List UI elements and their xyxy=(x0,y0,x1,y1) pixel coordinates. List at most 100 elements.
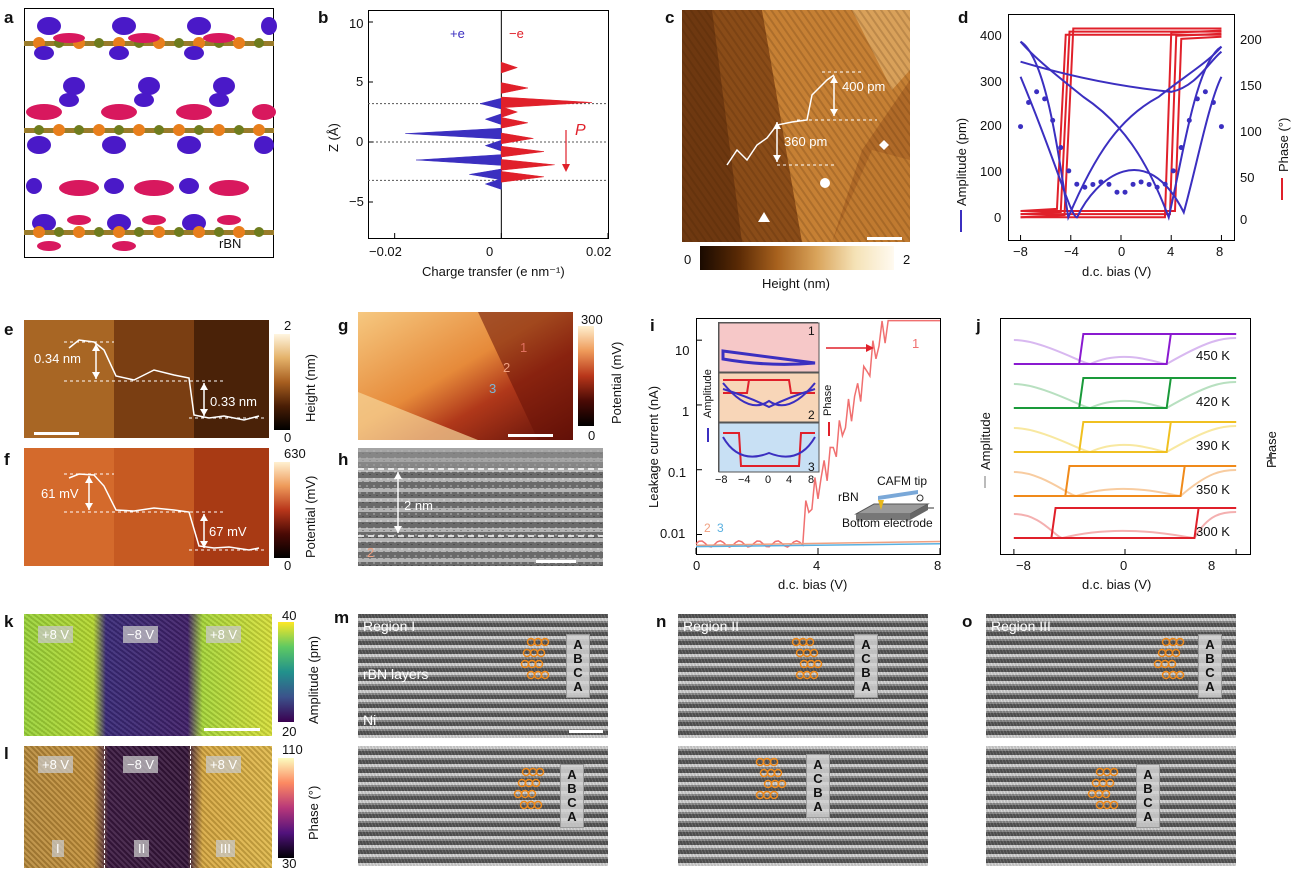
bn-layer-middle xyxy=(24,124,274,136)
m-bottom-atoms xyxy=(524,778,534,788)
f-cbar-min: 0 xyxy=(284,558,292,573)
e-cbar-max: 2 xyxy=(284,318,292,333)
h-num-2: 2 xyxy=(367,545,375,560)
d-yr-100: 100 xyxy=(1240,124,1262,139)
inset-num-1: 1 xyxy=(808,324,815,338)
height-colorbar xyxy=(700,246,894,270)
n-top-atoms xyxy=(809,670,819,680)
o-top-atoms xyxy=(1175,637,1185,647)
o-top-atoms xyxy=(1161,637,1171,647)
d-amplitude-point xyxy=(1090,181,1096,187)
o-top-atoms xyxy=(1161,670,1171,680)
m-top-atoms xyxy=(526,670,536,680)
j-temp-390: 390 K xyxy=(1196,438,1230,453)
n-bottom-atoms xyxy=(763,779,773,789)
panel-label-f: f xyxy=(4,450,10,469)
j-phase-curve-down xyxy=(1013,465,1237,497)
d-phase-curve xyxy=(1020,33,1222,212)
o-top-atoms xyxy=(1168,637,1178,647)
d-amplitude-point xyxy=(1122,189,1128,195)
i-xt-4: 4 xyxy=(813,558,821,573)
j-xt-1: −8 xyxy=(1016,558,1031,573)
n-bottom-atoms xyxy=(766,768,776,778)
b-minus-peak xyxy=(501,117,529,129)
rbn-caption: rBN xyxy=(219,236,242,251)
j-amplitude-curve xyxy=(1013,337,1237,366)
b-xtick-2: 0 xyxy=(486,244,494,259)
d-amplitude-point xyxy=(1106,181,1112,187)
n-bottom-atoms xyxy=(777,779,787,789)
d-amplitude-point xyxy=(1098,179,1104,185)
g-cbar-min: 0 xyxy=(588,428,596,443)
m-bottom-atoms xyxy=(521,767,531,777)
b-ytick-5: 5 xyxy=(356,74,364,89)
l-region-2: II xyxy=(134,840,150,857)
n-bottom-atoms xyxy=(769,790,779,800)
d-yr-200: 200 xyxy=(1240,32,1262,47)
o-bottom-atoms xyxy=(1098,778,1108,788)
m-top-atoms xyxy=(540,670,550,680)
n-top-atoms xyxy=(809,648,819,658)
o-bottom-atoms xyxy=(1094,789,1104,799)
o-bottom-atoms xyxy=(1109,800,1119,810)
c-step-360: 360 pm xyxy=(784,134,828,149)
bn-layer-top xyxy=(24,37,274,49)
h-distance: 2 nm xyxy=(404,498,433,513)
inset-xt-5: 8 xyxy=(808,474,815,486)
j-amplitude-curve xyxy=(1013,381,1237,410)
j-temp-420: 420 K xyxy=(1196,394,1230,409)
d-amplitude-point xyxy=(1194,96,1200,102)
m-top-atoms xyxy=(527,659,537,669)
m-top-atoms xyxy=(540,637,550,647)
e-cbar-min: 0 xyxy=(284,430,292,445)
m-bottom-atoms xyxy=(531,778,541,788)
o-top-atoms xyxy=(1167,659,1177,669)
b-ytick-m5: −5 xyxy=(349,194,364,209)
b-plus-peak xyxy=(484,178,502,190)
f-colorbar xyxy=(274,462,290,558)
scale-bar xyxy=(867,237,902,240)
m-layers-label: rBN layers xyxy=(363,666,429,682)
polarization-label: P xyxy=(575,122,586,139)
m-top-atoms xyxy=(522,648,532,658)
circle-marker xyxy=(820,178,830,188)
kpfm-potential-map-f xyxy=(24,448,269,566)
m-top-atoms xyxy=(526,637,536,647)
n-top-atoms xyxy=(806,659,816,669)
b-xlabel: Charge transfer (e nm⁻¹) xyxy=(422,264,565,279)
d-amplitude-point xyxy=(1178,145,1184,151)
charge-transfer-chart xyxy=(368,10,609,239)
d-yl-200: 200 xyxy=(980,118,1002,133)
d-amplitude-curve xyxy=(1019,76,1223,219)
i-curve-label-3: 3 xyxy=(717,521,724,535)
d-yl-100: 100 xyxy=(980,164,1002,179)
g-num-3: 3 xyxy=(489,381,497,396)
n-bottom-atoms xyxy=(769,757,779,767)
j-amplitude-curve xyxy=(1013,425,1237,454)
c-cbar-max: 2 xyxy=(903,252,911,267)
m-bottom-atoms xyxy=(519,800,529,810)
f-cbar-max: 630 xyxy=(284,446,306,461)
d-amplitude-point xyxy=(1034,89,1040,95)
i-xt-8: 8 xyxy=(934,558,942,573)
k-colorbar xyxy=(278,622,294,722)
hysteresis-chart xyxy=(1008,14,1235,241)
d-amp-legend-line xyxy=(960,210,962,232)
d-amplitude-point xyxy=(1218,124,1224,130)
m-top-atoms xyxy=(529,648,539,658)
inset-hysteresis xyxy=(718,322,820,473)
o-top-atoms xyxy=(1168,670,1178,680)
i-curve-2 xyxy=(695,540,941,547)
m-bottom-atoms xyxy=(517,778,527,788)
panel-label-b: b xyxy=(318,8,329,27)
l-colorbar xyxy=(278,758,294,858)
n-top-atoms xyxy=(795,648,805,658)
j-xlabel: d.c. bias (V) xyxy=(1082,577,1152,592)
c-step-400: 400 pm xyxy=(842,79,886,94)
o-bottom-atoms xyxy=(1095,767,1105,777)
i-curve-3 xyxy=(695,542,941,548)
d-amplitude-point xyxy=(1042,96,1048,102)
